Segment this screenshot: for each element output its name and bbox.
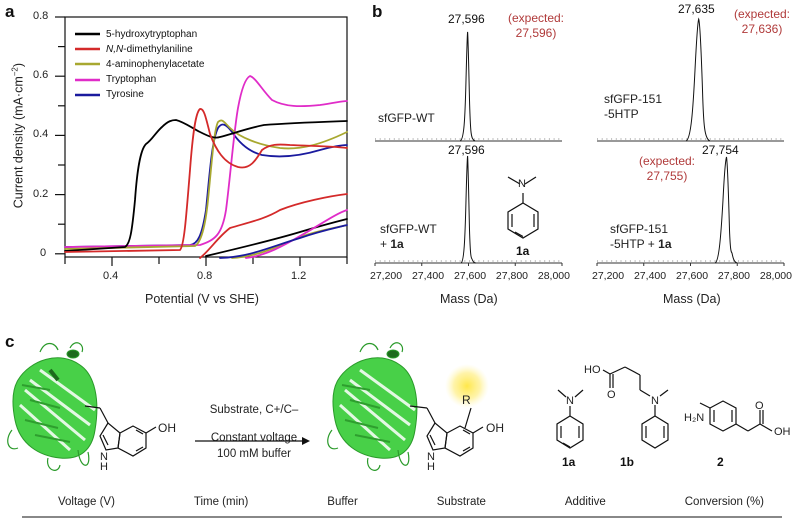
peak-label-br: 27,754 xyxy=(702,143,739,157)
curve-trp-forward xyxy=(64,75,348,248)
peak-label-tr: 27,635 xyxy=(678,2,715,16)
peak-br xyxy=(714,156,738,264)
sample-label-bl: sfGFP-WT + 1a xyxy=(380,222,437,251)
compound-2-oh: OH xyxy=(774,426,791,438)
legend-item-trp: Tryptophan xyxy=(106,74,157,85)
peak-tr xyxy=(685,17,711,142)
compound-1b-label: 1b xyxy=(620,455,635,469)
compound-1a-n: N xyxy=(566,395,574,407)
5htp-structure-product xyxy=(409,405,484,457)
panel-b-letter: b xyxy=(372,2,383,21)
panel-b-spectra xyxy=(374,17,785,266)
panel-a-letter: a xyxy=(5,2,15,21)
compound-1b-n: N xyxy=(651,395,659,407)
panel-c-scheme xyxy=(7,342,773,471)
curve-trp-reverse xyxy=(245,209,348,259)
reaction-condition-above: Substrate, C+/C– xyxy=(209,404,299,416)
xtick-1.2: 1.2 xyxy=(291,270,307,282)
panel-a-ylabel: Current density (mA·cm−2) xyxy=(10,62,26,209)
product-oh: OH xyxy=(486,421,504,435)
compound-1a-structure xyxy=(556,389,584,449)
r-group-highlight xyxy=(445,364,489,408)
y-ticks xyxy=(55,16,65,255)
peak-label-bl: 27,596 xyxy=(448,143,485,157)
ytick-0.6: 0.6 xyxy=(33,69,49,81)
peak-bl xyxy=(460,155,477,264)
legend-item-5htp: 5-hydroxytryptophan xyxy=(106,29,198,40)
ytick-0.4: 0.4 xyxy=(33,128,49,140)
structure-1a-label: 1a xyxy=(516,244,530,258)
start-nh: N H xyxy=(100,451,108,473)
col-buffer: Buffer xyxy=(327,496,358,508)
curve-dma-forward xyxy=(64,108,348,253)
curve-tyr-reverse xyxy=(219,224,348,259)
sample-label-tr: sfGFP-151 -5HTP xyxy=(604,92,663,121)
legend-item-apa: 4-aminophenylacetate xyxy=(106,59,205,70)
ms-xticks-left: 27,200 27,400 27,600 27,800 28,000 xyxy=(370,270,570,282)
panel-a-xlabel: Potential (V vs SHE) xyxy=(145,292,259,306)
compound-1b-structure xyxy=(602,366,669,449)
table-rule xyxy=(22,516,782,518)
curve-tyr-forward xyxy=(64,123,348,248)
col-substrate: Substrate xyxy=(436,496,486,508)
gfp-protein-start xyxy=(7,342,98,471)
legend-swatches xyxy=(75,32,100,97)
sample-label-tl: sfGFP-WT xyxy=(378,111,435,125)
compound-2-h2n: H₂N xyxy=(684,412,705,424)
conditions-table-header: Voltage (V) Time (min) Buffer Substrate … xyxy=(22,496,782,508)
ytick-0: 0 xyxy=(40,247,47,259)
ms-xticks-right: 27,200 27,400 27,600 27,800 28,000 xyxy=(592,270,792,282)
ms-peaks xyxy=(459,17,738,264)
gfp-protein-product xyxy=(327,342,418,471)
expected-label-br: (expected: 27,755) xyxy=(638,154,696,183)
ms-minor-ticks xyxy=(375,138,784,262)
x-ticks xyxy=(64,257,348,266)
ms-major-ticks xyxy=(374,263,785,266)
structure-1a xyxy=(507,176,539,239)
col-time: Time (min) xyxy=(193,496,249,508)
legend: 5-hydroxytryptophan N,N -dimethylaniline … xyxy=(106,27,204,102)
start-oh: OH xyxy=(158,421,176,435)
col-voltage: Voltage (V) xyxy=(58,496,115,508)
ms-xlabel-left: Mass (Da) xyxy=(440,292,498,306)
product-nh: N H xyxy=(427,451,435,473)
legend-item-tyr: Tyrosine xyxy=(106,89,144,100)
peak-label-tl: 27,596 xyxy=(448,12,485,26)
expected-label-tr: (expected: 27,636) xyxy=(733,7,791,36)
reaction-condition-below: Constant voltage 100 mM buffer xyxy=(210,432,298,460)
ytick-0.8: 0.8 xyxy=(33,10,49,22)
structure-1a-n: N xyxy=(518,178,526,190)
compound-2-structure xyxy=(699,400,773,432)
curve-apa-forward xyxy=(64,119,348,250)
xtick-0.8: 0.8 xyxy=(197,270,213,282)
expected-label-tl: (expected: 27,596) xyxy=(507,11,565,40)
col-additive: Additive xyxy=(564,496,606,508)
curve-dma-reverse xyxy=(199,193,348,259)
legend-item-dma: N,N -dimethylaniline xyxy=(106,44,193,55)
curve-5htp-reverse xyxy=(205,218,348,257)
panel-c-letter: c xyxy=(5,332,15,351)
reaction-arrow xyxy=(195,437,310,445)
cv-curves xyxy=(64,75,348,259)
ms-xlabel-right: Mass (Da) xyxy=(663,292,721,306)
sample-label-br: sfGFP-151 -5HTP + 1a xyxy=(610,222,672,251)
col-conversion: Conversion (%) xyxy=(684,496,764,508)
5htp-structure-start xyxy=(84,405,157,457)
peak-tl xyxy=(459,31,476,142)
product-r: R xyxy=(462,393,471,407)
compound-1b-ho: HO xyxy=(584,364,601,376)
xtick-0.4: 0.4 xyxy=(103,270,119,282)
curve-5htp-forward xyxy=(64,119,348,252)
compound-2-label: 2 xyxy=(717,455,724,469)
panel-a-chart xyxy=(55,16,348,266)
compound-1b-o: O xyxy=(607,389,616,401)
compound-1a-label: 1a xyxy=(562,455,576,469)
ytick-0.2: 0.2 xyxy=(33,188,49,200)
compound-2-o: O xyxy=(755,400,764,412)
